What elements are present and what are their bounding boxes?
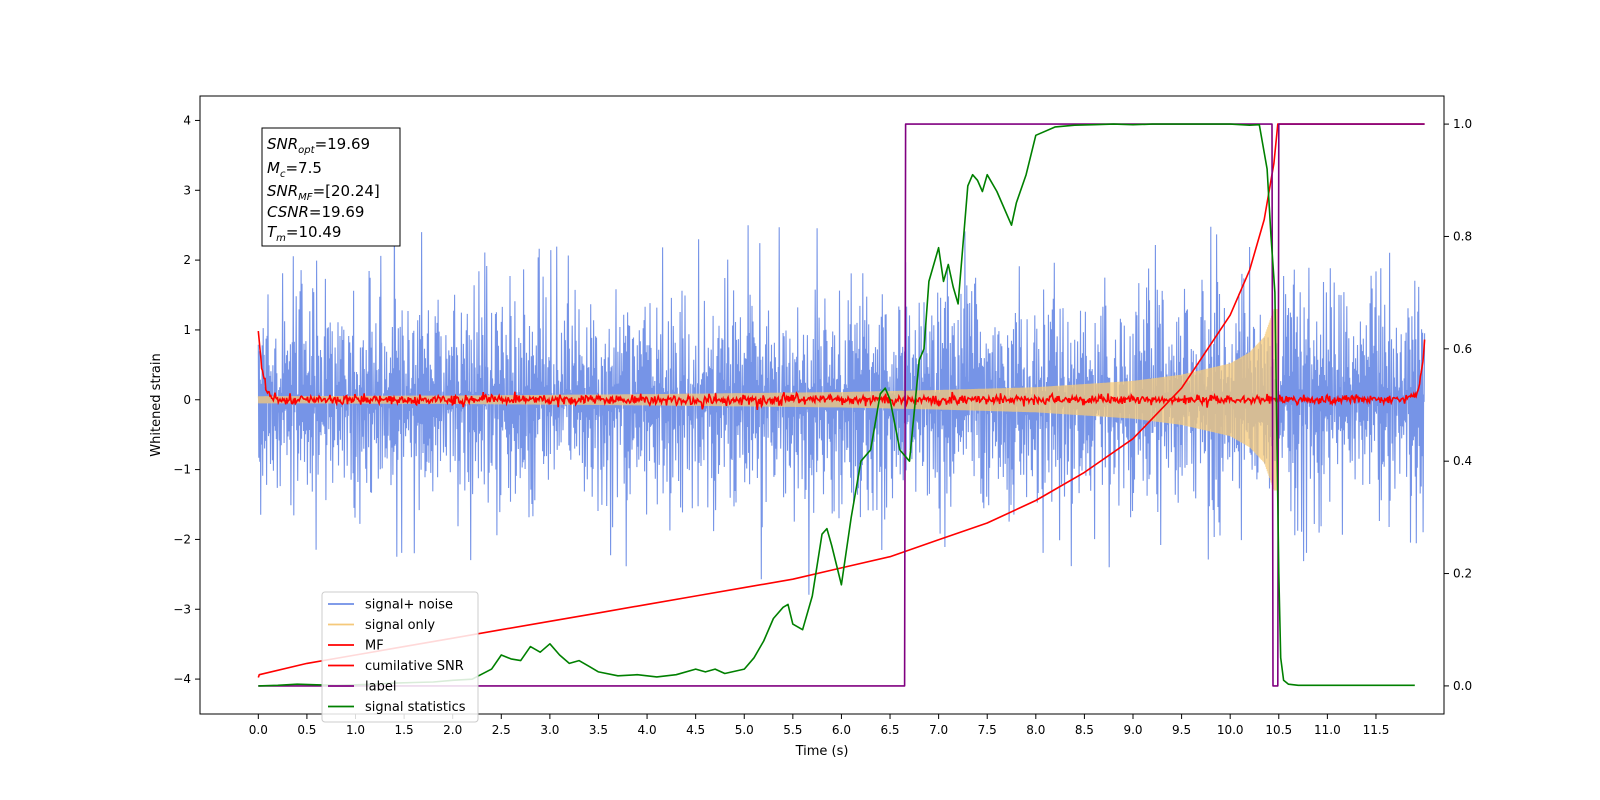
y-axis-right: 0.0 0.2 0.4 0.6 0.8 1.0 xyxy=(1444,117,1472,693)
x-tick-label: 8.0 xyxy=(1026,723,1045,737)
stats-tm: Tm=10.49 xyxy=(267,223,341,244)
y-tick-label: 0 xyxy=(183,393,191,407)
y2-tick-label: 0.8 xyxy=(1453,229,1472,243)
x-tick-label: 3.5 xyxy=(589,723,608,737)
x-tick-label: 1.0 xyxy=(346,723,365,737)
series-mf xyxy=(257,331,1426,411)
y-tick-label: 4 xyxy=(183,113,191,127)
stats-csnr: CSNR=19.69 xyxy=(267,203,364,221)
x-tick-label: 7.5 xyxy=(978,723,997,737)
x-axis: 0.0 0.5 1.0 1.5 2.0 2.5 3.0 3.5 4.0 4.5 5.0 5.5 6.0 6… xyxy=(249,714,1390,737)
x-tick-label: 6.5 xyxy=(880,723,899,737)
stats-snr-mf: SNRMF=[20.24] xyxy=(267,182,380,203)
x-tick-label: 0.0 xyxy=(249,723,268,737)
x-tick-label: 0.5 xyxy=(297,723,316,737)
legend-label: signal+ noise xyxy=(365,598,453,613)
x-tick-label: 2.5 xyxy=(492,723,511,737)
series-label xyxy=(258,123,1425,687)
x-tick-label: 5.5 xyxy=(783,723,802,737)
legend-label: MF xyxy=(365,639,384,654)
legend-frame xyxy=(321,591,479,723)
x-tick-label: 5.0 xyxy=(735,723,754,737)
y-tick-label: −1 xyxy=(173,463,191,477)
y2-tick-label: 0.0 xyxy=(1453,679,1472,693)
y-tick-label: 3 xyxy=(183,183,191,197)
legend-label: cumilative SNR xyxy=(365,659,464,674)
legend-label: signal only xyxy=(365,618,435,633)
y2-tick-label: 0.4 xyxy=(1453,454,1472,468)
plot-frame xyxy=(199,95,1445,715)
x-tick-label: 4.0 xyxy=(638,723,657,737)
x-tick-label: 8.5 xyxy=(1075,723,1094,737)
x-tick-label: 9.5 xyxy=(1172,723,1191,737)
y2-tick-label: 1.0 xyxy=(1453,117,1472,131)
stats-mc: Mc=7.5 xyxy=(267,159,322,180)
y-tick-label: −3 xyxy=(173,602,191,616)
legend: signal+ noise signal only MF cumilative SNR… xyxy=(321,591,479,723)
y-tick-label: −2 xyxy=(173,532,191,546)
x-tick-label: 10.0 xyxy=(1217,723,1244,737)
x-tick-label: 11.0 xyxy=(1314,723,1341,737)
x-tick-label: 6.0 xyxy=(832,723,851,737)
x-tick-label: 7.0 xyxy=(929,723,948,737)
stats-box-frame xyxy=(261,127,401,247)
x-tick-label: 9.0 xyxy=(1123,723,1142,737)
y-tick-label: −4 xyxy=(173,672,191,686)
x-tick-label: 4.5 xyxy=(686,723,705,737)
y-axis-label: Whitened strain xyxy=(149,353,164,456)
legend-label: signal statistics xyxy=(365,700,466,715)
x-tick-label: 10.5 xyxy=(1265,723,1292,737)
x-tick-label: 3.0 xyxy=(540,723,559,737)
y2-tick-label: 0.6 xyxy=(1453,342,1472,356)
stats-snr-opt: SNRopt=19.69 xyxy=(267,135,370,156)
legend-label: label xyxy=(365,680,396,695)
x-tick-label: 1.5 xyxy=(395,723,414,737)
x-axis-label: Time (s) xyxy=(795,744,849,759)
x-tick-label: 2.0 xyxy=(443,723,462,737)
y2-tick-label: 0.2 xyxy=(1453,567,1472,581)
y-tick-label: 2 xyxy=(183,253,191,267)
series-signal-statistics xyxy=(258,123,1415,687)
y-axis-left: −4 −3 −2 −1 0 1 2 3 4 xyxy=(173,113,200,686)
stats-box: SNRopt=19.69 Mc=7.5 SNRMF=[20.24] CSNR=1… xyxy=(261,127,401,247)
y-tick-label: 1 xyxy=(183,323,191,337)
x-tick-label: 11.5 xyxy=(1363,723,1390,737)
